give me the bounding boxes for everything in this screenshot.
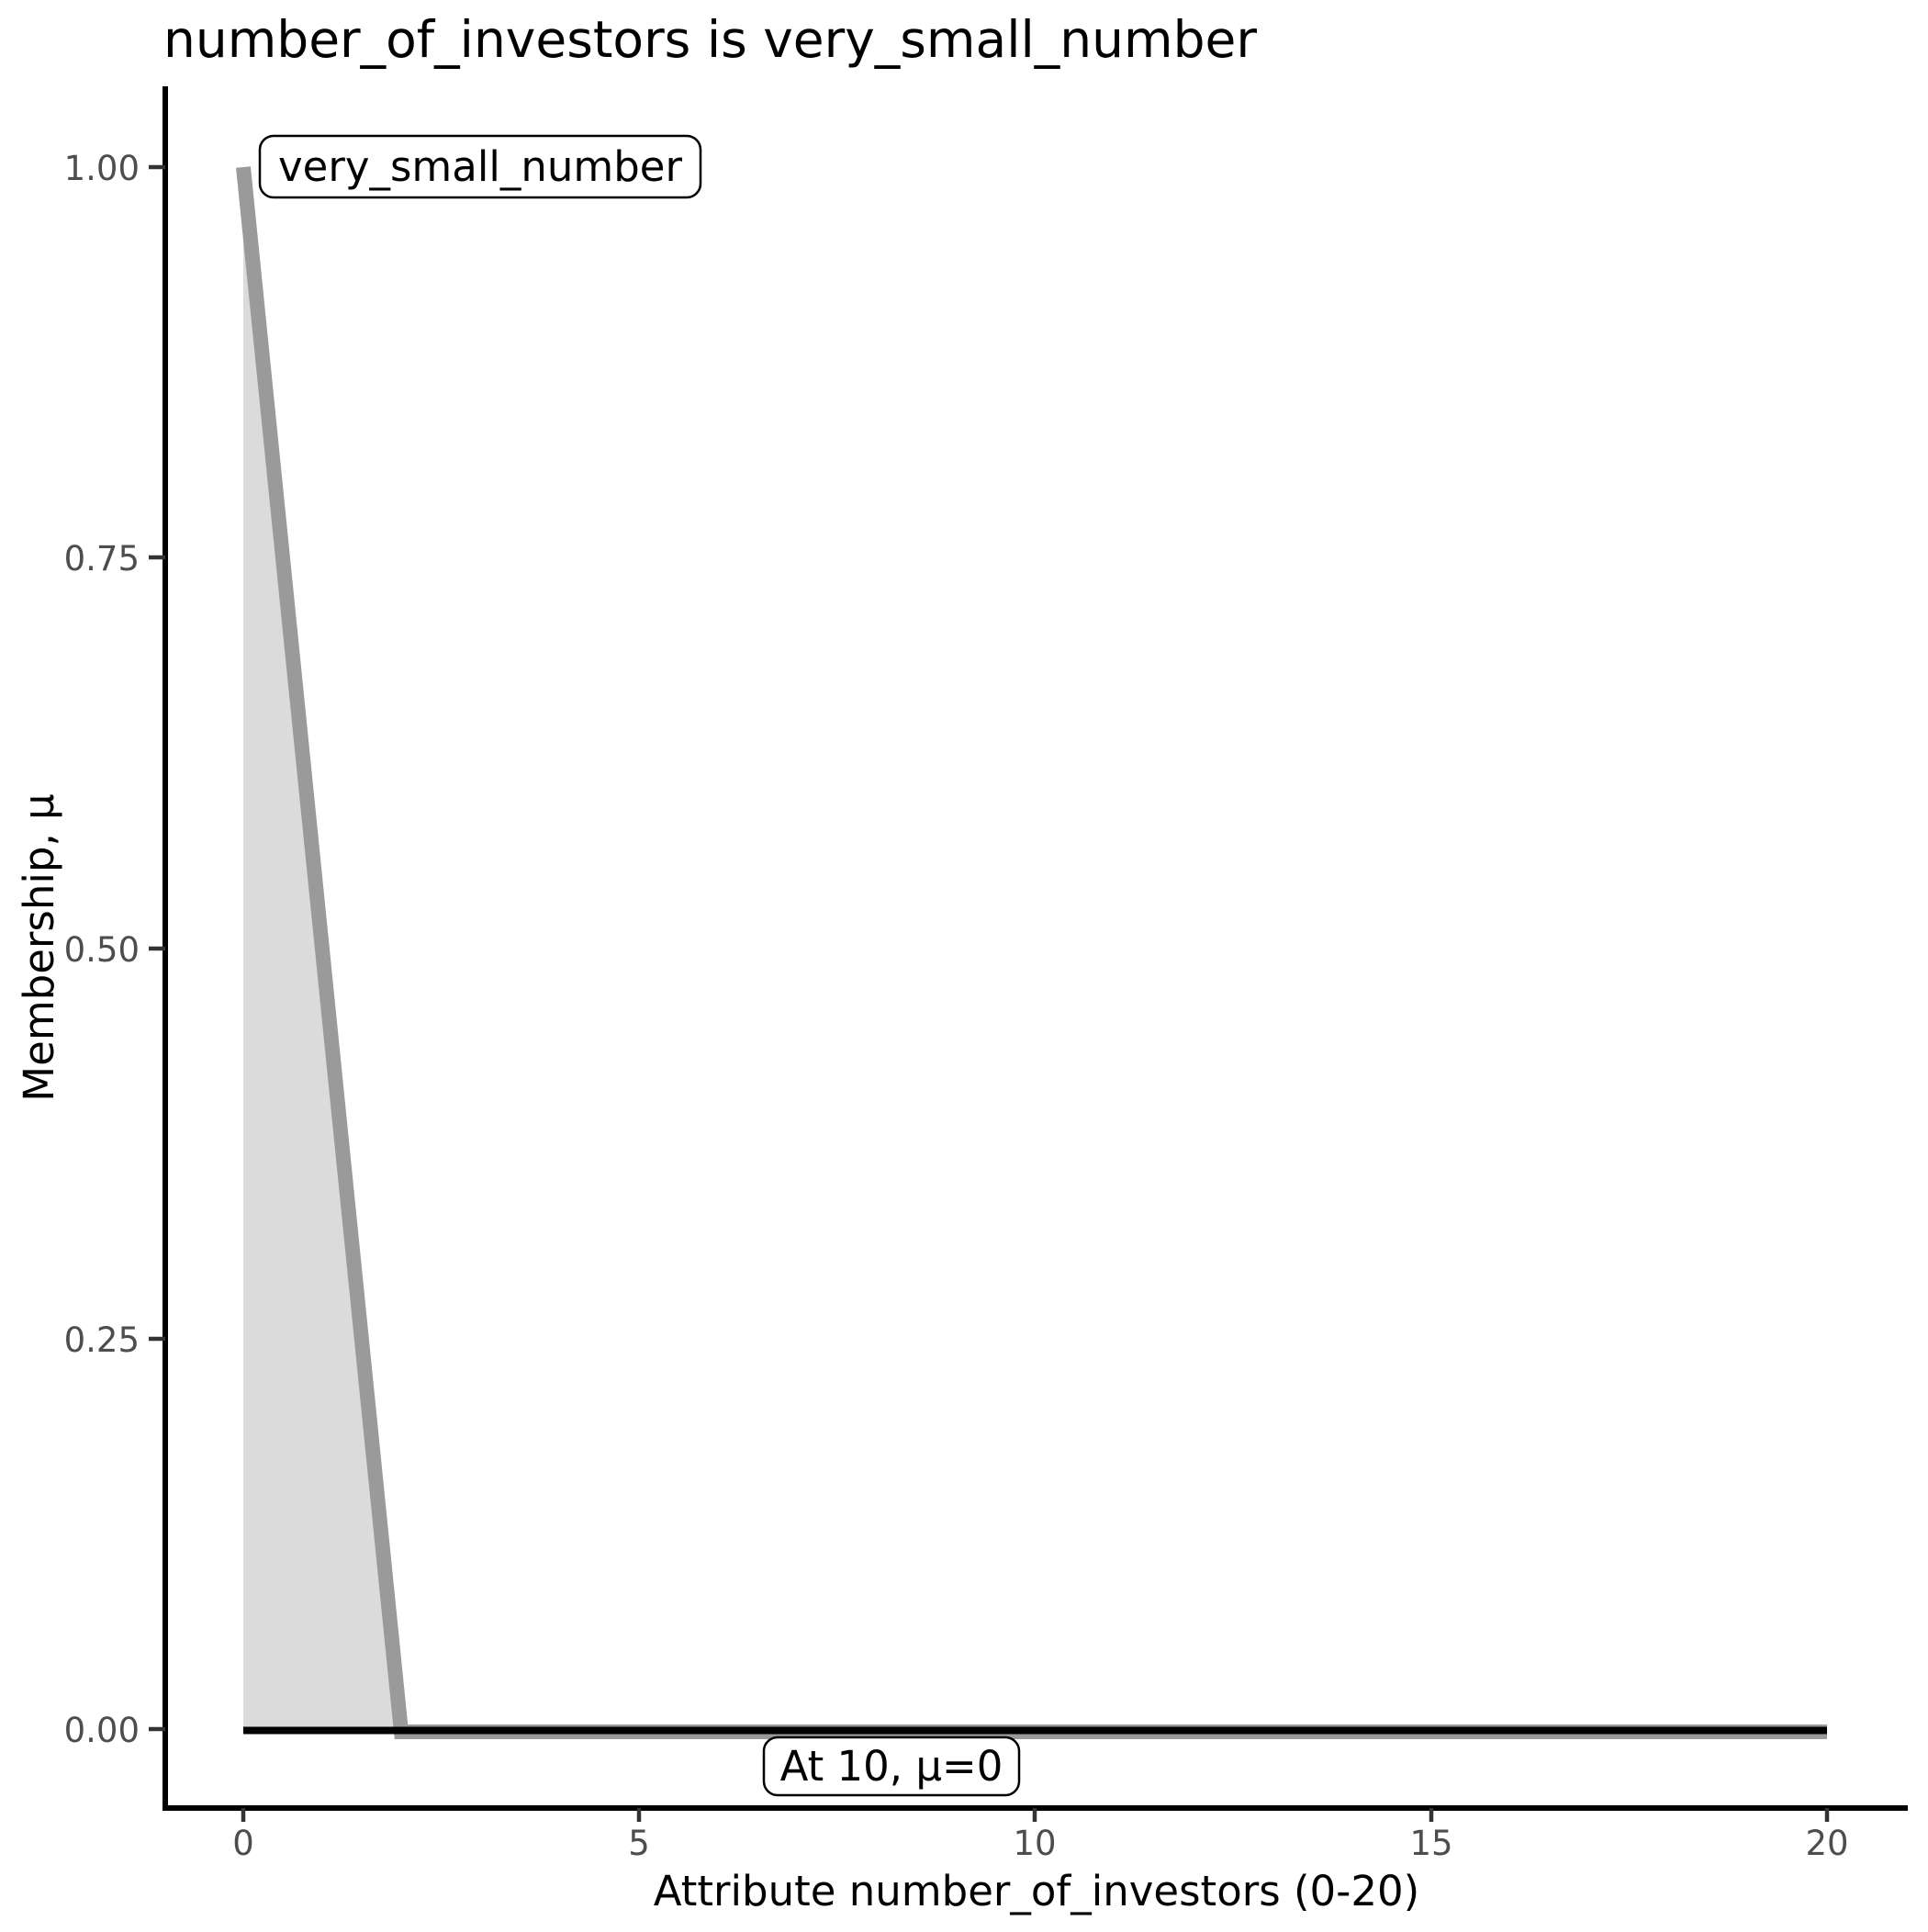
x-axis-title: Attribute number_of_investors (0-20) [654, 1867, 1419, 1915]
annotation-set-name-text: very_small_number [278, 142, 682, 191]
y-axis-ticks [149, 164, 165, 1732]
y-tick-label: 1.00 [64, 149, 140, 188]
y-tick-label: 0.50 [64, 930, 140, 970]
x-tick-label: 20 [1805, 1824, 1848, 1863]
x-tick-label: 10 [1013, 1824, 1056, 1863]
x-tick-label: 0 [232, 1824, 254, 1863]
annotation-set-name-box [258, 134, 702, 199]
x-axis-ticks [241, 1808, 1830, 1822]
annotation-mu-value-box [762, 1735, 1021, 1797]
x-axis-tick-labels: 0 5 10 15 20 [232, 1824, 1848, 1863]
membership-function-line [236, 166, 1827, 1739]
y-axis-tick-labels: 1.00 0.75 0.50 0.25 0.00 [64, 149, 140, 1750]
y-tick-label: 0.75 [64, 539, 140, 578]
x-tick-label: 15 [1409, 1824, 1452, 1863]
plot-title: number_of_investors is very_small_number [163, 10, 1257, 69]
annotation-mu-value-text: At 10, μ=0 [780, 1742, 1003, 1791]
x-tick-label: 5 [628, 1824, 650, 1863]
y-tick-label: 0.25 [64, 1320, 140, 1360]
y-tick-label: 0.00 [64, 1711, 140, 1750]
annotation-mu-value: At 10, μ=0 [762, 1735, 1021, 1797]
y-axis-title: Membership, μ [15, 793, 63, 1101]
annotation-set-name: very_small_number [258, 134, 702, 199]
